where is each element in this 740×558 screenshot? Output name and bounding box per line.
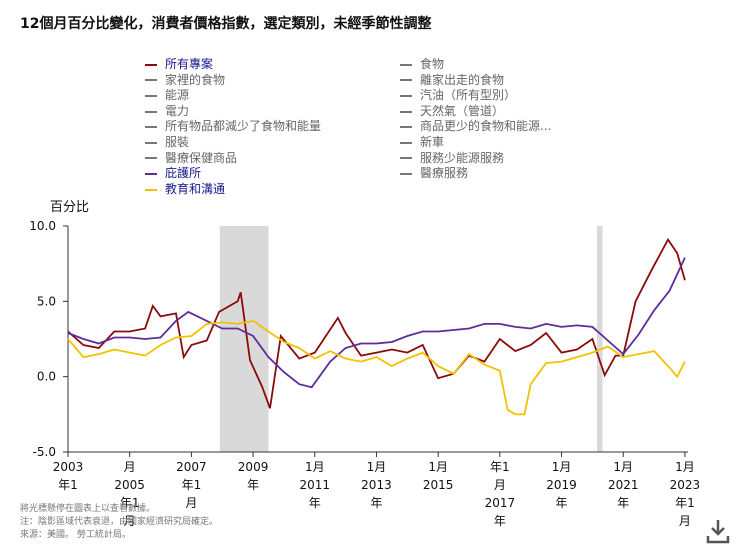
series-line (67, 257, 686, 389)
legend-swatch (145, 63, 157, 66)
y-tick-label: 5.0 (37, 294, 56, 308)
legend-swatch (145, 110, 157, 113)
x-tick-label: 2003 年1 (53, 460, 84, 492)
legend-label: 天然氣（管道） (420, 103, 505, 118)
legend-label: 教育和溝通 (165, 181, 226, 196)
legend-item[interactable]: 新車 (400, 135, 551, 151)
legend-item[interactable]: 汽油（所有型別） (400, 88, 551, 104)
legend-swatch (400, 94, 412, 97)
x-tick-label: 2009 年 (238, 460, 269, 492)
legend-label: 所有專案 (165, 57, 214, 71)
legend-item[interactable]: 能源 (145, 88, 321, 104)
note: 注：陰影區域代表衰退，由國家經濟研究局確定。 (20, 517, 219, 527)
legend-label: 商品更少的食物和能源... (420, 119, 552, 134)
notes: 將光標懸停在圖表上以查看數據。注：陰影區域代表衰退，由國家經濟研究局確定。 來源：… (20, 503, 218, 542)
legend-label: 醫療服務 (420, 166, 469, 181)
legend-swatch (145, 126, 157, 129)
legend-swatch (400, 157, 412, 160)
legend-swatch (400, 110, 412, 113)
legend-item[interactable]: 離家出走的食物 (400, 73, 551, 89)
x-tick-label: 1月 2015 (423, 460, 454, 492)
legend-label: 能源 (165, 88, 190, 103)
legend-item[interactable]: 商品更少的食物和能源... (400, 119, 551, 135)
legend-item[interactable]: 所有物品都減少了食物和能量 (145, 119, 321, 135)
legend-label: 服裝 (165, 134, 190, 149)
legend-label: 醫療保健商品 (165, 150, 238, 165)
legend-item[interactable]: 食物 (400, 57, 551, 73)
legend-item[interactable]: 教育和溝通 (145, 182, 321, 198)
legend-swatch (400, 172, 412, 175)
series-line (67, 237, 686, 409)
legend-label: 食物 (420, 57, 445, 71)
legend-item[interactable]: 家裡的食物 (145, 73, 321, 89)
legend-swatch (145, 79, 157, 82)
legend-label: 家裡的食物 (165, 72, 226, 87)
y-axis-label: 百分比 (50, 200, 89, 215)
legend-swatch (400, 141, 412, 144)
legend-label: 汽油（所有型別） (420, 88, 517, 103)
legend-swatch (400, 63, 412, 66)
x-tick-label: 1月 2019 年 (546, 460, 577, 510)
y-tick-label: 10.0 (29, 219, 56, 233)
recession-band (597, 226, 603, 452)
y-tick-label: 0.0 (37, 370, 56, 384)
x-tick-label: 1月 2013 年 (361, 460, 392, 510)
x-tick-label: 年1 月 2017 年 (485, 460, 516, 528)
download-icon[interactable] (706, 520, 730, 544)
legend: 所有專案 家裡的食物 能源 電力 所有物品都減少了食物和能量 服裝 醫療保健商品 庇護所 教育和… (145, 57, 321, 197)
legend-item[interactable]: 服裝 (145, 135, 321, 151)
legend-label: 庇護所 (165, 166, 202, 181)
x-tick-label: 1月 2023 年1 月 (670, 460, 701, 528)
note: 將光標懸停在圖表上以查看數據。 (20, 504, 156, 514)
series-line (67, 319, 686, 416)
x-tick-label: 2007 年1 月 (176, 460, 207, 510)
note: 來源：美國。 勞工統計局。 (20, 530, 131, 540)
y-tick-label: -5.0 (33, 445, 56, 459)
x-tick-label: 1月 2021 年 (608, 460, 639, 510)
legend-label: 離家出走的食物 (420, 72, 505, 87)
legend-item[interactable]: 所有專案 (145, 57, 321, 73)
legend: 食物 離家出走的食物 汽油（所有型別） 天然氣（管道） 商品更少的食物和能源... 新車服… (400, 57, 551, 182)
chart-title: 12個月百分比變化，消費者價格指數，選定類別，未經季節性調整 (20, 16, 432, 32)
legend-label: 服務少能源服務 (420, 150, 505, 165)
x-tick-label: 月 2005 年1 月 (114, 460, 145, 528)
legend-swatch (145, 172, 157, 175)
legend-item[interactable]: 電力 (145, 104, 321, 120)
x-tick-label: 1月 2011 年 (299, 460, 330, 510)
legend-item[interactable]: 庇護所 (145, 166, 321, 182)
legend-item[interactable]: 服務少能源服務 (400, 151, 551, 167)
legend-swatch (400, 79, 412, 82)
legend-swatch (145, 94, 157, 97)
legend-label: 新車 (420, 134, 445, 149)
legend-item[interactable]: 醫療保健商品 (145, 151, 321, 167)
legend-swatch (145, 157, 157, 160)
legend-swatch (400, 126, 412, 129)
recession-band (219, 226, 269, 452)
legend-swatch (145, 188, 157, 191)
legend-label: 電力 (165, 103, 190, 118)
legend-swatch (145, 141, 157, 144)
legend-item[interactable]: 天然氣（管道） (400, 104, 551, 120)
legend-item[interactable]: 醫療服務 (400, 166, 551, 182)
legend-label: 所有物品都減少了食物和能量 (165, 119, 322, 134)
